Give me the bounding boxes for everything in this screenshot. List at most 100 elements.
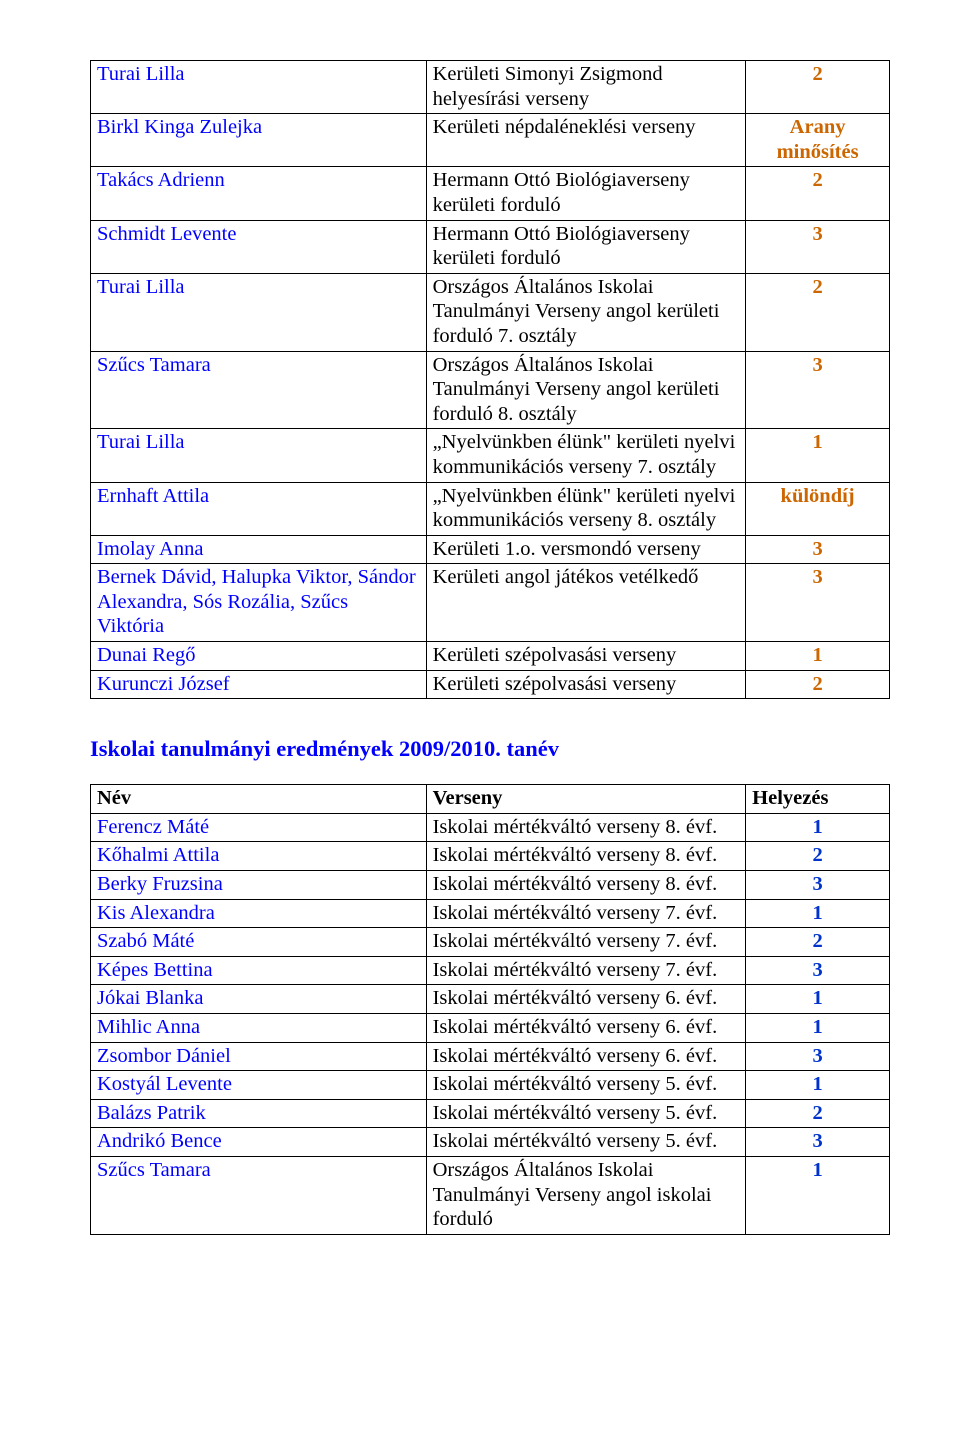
- table-row: Schmidt LeventeHermann Ottó Biológiavers…: [91, 220, 890, 273]
- table-row: Turai Lilla„Nyelvünkben élünk" kerületi …: [91, 429, 890, 482]
- table-row: Andrikó BenceIskolai mértékváltó verseny…: [91, 1128, 890, 1157]
- cell-name: Turai Lilla: [91, 61, 427, 114]
- cell-competition: Kerületi Simonyi Zsigmond helyesírási ve…: [426, 61, 746, 114]
- cell-competition: Iskolai mértékváltó verseny 5. évf.: [426, 1099, 746, 1128]
- cell-placement: 3: [746, 351, 890, 429]
- cell-name: Ernhaft Attila: [91, 482, 427, 535]
- table-row: Jókai BlankaIskolai mértékváltó verseny …: [91, 985, 890, 1014]
- cell-placement: 2: [746, 1099, 890, 1128]
- table-row: Képes BettinaIskolai mértékváltó verseny…: [91, 956, 890, 985]
- cell-name: Ferencz Máté: [91, 813, 427, 842]
- cell-name: Dunai Regő: [91, 642, 427, 671]
- cell-competition: Kerületi angol játékos vetélkedő: [426, 564, 746, 642]
- cell-placement: 1: [746, 1156, 890, 1234]
- cell-placement: 3: [746, 956, 890, 985]
- results-table-2: NévVersenyHelyezésFerencz MátéIskolai mé…: [90, 784, 890, 1235]
- cell-placement: 3: [746, 1042, 890, 1071]
- cell-competition: Kerületi szépolvasási verseny: [426, 670, 746, 699]
- cell-placement: 1: [746, 642, 890, 671]
- cell-placement: 1: [746, 813, 890, 842]
- cell-placement: 1: [746, 985, 890, 1014]
- cell-name: Birkl Kinga Zulejka: [91, 114, 427, 167]
- cell-competition: Iskolai mértékváltó verseny 7. évf.: [426, 956, 746, 985]
- cell-competition: Hermann Ottó Biológiaverseny kerületi fo…: [426, 220, 746, 273]
- cell-competition: Iskolai mértékváltó verseny 8. évf.: [426, 842, 746, 871]
- cell-placement: 3: [746, 535, 890, 564]
- table-row: Kis AlexandraIskolai mértékváltó verseny…: [91, 899, 890, 928]
- cell-name: Balázs Patrik: [91, 1099, 427, 1128]
- section-heading: Iskolai tanulmányi eredmények 2009/2010.…: [90, 735, 890, 762]
- cell-competition: Kerületi népdaléneklési verseny: [426, 114, 746, 167]
- cell-competition: Hermann Ottó Biológiaverseny kerületi fo…: [426, 167, 746, 220]
- table-row: Bernek Dávid, Halupka Viktor, Sándor Ale…: [91, 564, 890, 642]
- header-cell: Név: [91, 785, 427, 814]
- cell-placement: 3: [746, 1128, 890, 1157]
- cell-placement: 3: [746, 871, 890, 900]
- cell-placement: 2: [746, 61, 890, 114]
- table-row: Szűcs TamaraOrszágos Általános Iskolai T…: [91, 1156, 890, 1234]
- cell-competition: Iskolai mértékváltó verseny 6. évf.: [426, 1014, 746, 1043]
- cell-competition: Iskolai mértékváltó verseny 5. évf.: [426, 1128, 746, 1157]
- cell-placement: 3: [746, 220, 890, 273]
- cell-name: Szabó Máté: [91, 928, 427, 957]
- cell-placement: 1: [746, 1071, 890, 1100]
- table-row: Szűcs TamaraOrszágos Általános Iskolai T…: [91, 351, 890, 429]
- results-table-1: Turai LillaKerületi Simonyi Zsigmond hel…: [90, 60, 890, 699]
- cell-name: Schmidt Levente: [91, 220, 427, 273]
- cell-name: Jókai Blanka: [91, 985, 427, 1014]
- cell-placement: Arany minősítés: [746, 114, 890, 167]
- cell-placement: 1: [746, 429, 890, 482]
- cell-competition: Iskolai mértékváltó verseny 5. évf.: [426, 1071, 746, 1100]
- table-row: Dunai RegőKerületi szépolvasási verseny1: [91, 642, 890, 671]
- table-row: Balázs PatrikIskolai mértékváltó verseny…: [91, 1099, 890, 1128]
- header-cell: Verseny: [426, 785, 746, 814]
- cell-name: Turai Lilla: [91, 429, 427, 482]
- table-row: Ernhaft Attila„Nyelvünkben élünk" kerüle…: [91, 482, 890, 535]
- cell-name: Andrikó Bence: [91, 1128, 427, 1157]
- cell-placement: 1: [746, 899, 890, 928]
- cell-name: Kostyál Levente: [91, 1071, 427, 1100]
- header-cell: Helyezés: [746, 785, 890, 814]
- cell-placement: 2: [746, 273, 890, 351]
- cell-name: Turai Lilla: [91, 273, 427, 351]
- cell-name: Zsombor Dániel: [91, 1042, 427, 1071]
- cell-name: Szűcs Tamara: [91, 1156, 427, 1234]
- cell-name: Mihlic Anna: [91, 1014, 427, 1043]
- cell-name: Kurunczi József: [91, 670, 427, 699]
- table-row: Szabó MátéIskolai mértékváltó verseny 7.…: [91, 928, 890, 957]
- cell-competition: „Nyelvünkben élünk" kerületi nyelvi komm…: [426, 482, 746, 535]
- table-row: Turai LillaOrszágos Általános Iskolai Ta…: [91, 273, 890, 351]
- cell-competition: Iskolai mértékváltó verseny 7. évf.: [426, 899, 746, 928]
- cell-name: Kőhalmi Attila: [91, 842, 427, 871]
- cell-name: Bernek Dávid, Halupka Viktor, Sándor Ale…: [91, 564, 427, 642]
- cell-competition: Iskolai mértékváltó verseny 6. évf.: [426, 985, 746, 1014]
- cell-name: Imolay Anna: [91, 535, 427, 564]
- cell-placement: 2: [746, 670, 890, 699]
- table-row: Takács AdriennHermann Ottó Biológiaverse…: [91, 167, 890, 220]
- cell-placement: 2: [746, 842, 890, 871]
- cell-competition: Országos Általános Iskolai Tanulmányi Ve…: [426, 351, 746, 429]
- cell-placement: 1: [746, 1014, 890, 1043]
- cell-competition: „Nyelvünkben élünk" kerületi nyelvi komm…: [426, 429, 746, 482]
- cell-competition: Iskolai mértékváltó verseny 7. évf.: [426, 928, 746, 957]
- cell-competition: Országos Általános Iskolai Tanulmányi Ve…: [426, 273, 746, 351]
- cell-competition: Kerületi 1.o. versmondó verseny: [426, 535, 746, 564]
- cell-competition: Iskolai mértékváltó verseny 8. évf.: [426, 871, 746, 900]
- table-row: Kőhalmi AttilaIskolai mértékváltó versen…: [91, 842, 890, 871]
- table-row: Imolay AnnaKerületi 1.o. versmondó verse…: [91, 535, 890, 564]
- table-row: Kostyál LeventeIskolai mértékváltó verse…: [91, 1071, 890, 1100]
- table-row: Birkl Kinga ZulejkaKerületi népdaléneklé…: [91, 114, 890, 167]
- cell-competition: Országos Általános Iskolai Tanulmányi Ve…: [426, 1156, 746, 1234]
- cell-placement: 3: [746, 564, 890, 642]
- table-row: Mihlic AnnaIskolai mértékváltó verseny 6…: [91, 1014, 890, 1043]
- cell-name: Képes Bettina: [91, 956, 427, 985]
- table-row: Turai LillaKerületi Simonyi Zsigmond hel…: [91, 61, 890, 114]
- cell-placement: különdíj: [746, 482, 890, 535]
- cell-competition: Iskolai mértékváltó verseny 8. évf.: [426, 813, 746, 842]
- table-row: Kurunczi JózsefKerületi szépolvasási ver…: [91, 670, 890, 699]
- cell-name: Takács Adrienn: [91, 167, 427, 220]
- cell-name: Berky Fruzsina: [91, 871, 427, 900]
- cell-placement: 2: [746, 167, 890, 220]
- cell-competition: Iskolai mértékváltó verseny 6. évf.: [426, 1042, 746, 1071]
- table-header-row: NévVersenyHelyezés: [91, 785, 890, 814]
